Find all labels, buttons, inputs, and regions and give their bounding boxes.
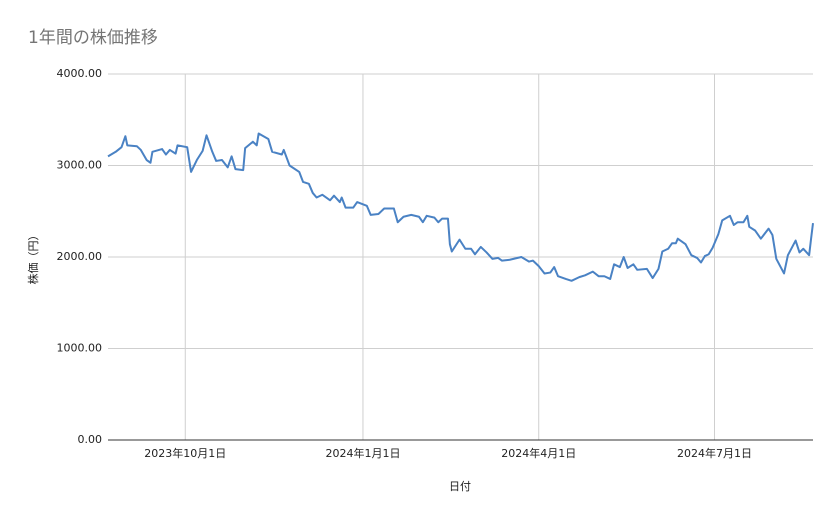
x-axis-label: 日付 xyxy=(449,480,471,493)
chart-title: 1年間の株価推移 xyxy=(28,28,158,48)
y-tick-label: 4000.00 xyxy=(57,67,103,80)
y-tick-label: 2000.00 xyxy=(57,250,103,263)
x-tick-label: 2024年1月1日 xyxy=(325,446,400,460)
x-tick-label: 2024年4月1日 xyxy=(501,446,576,460)
price-line xyxy=(107,132,814,282)
y-tick-label: 1000.00 xyxy=(57,342,103,355)
y-tick-label: 3000.00 xyxy=(57,159,103,172)
y-tick-label: 0.00 xyxy=(78,433,103,446)
x-tick-label: 2024年7月1日 xyxy=(677,446,752,460)
x-tick-label: 2023年10月1日 xyxy=(144,446,226,460)
y-axis-label: 株価（円） xyxy=(26,230,40,285)
